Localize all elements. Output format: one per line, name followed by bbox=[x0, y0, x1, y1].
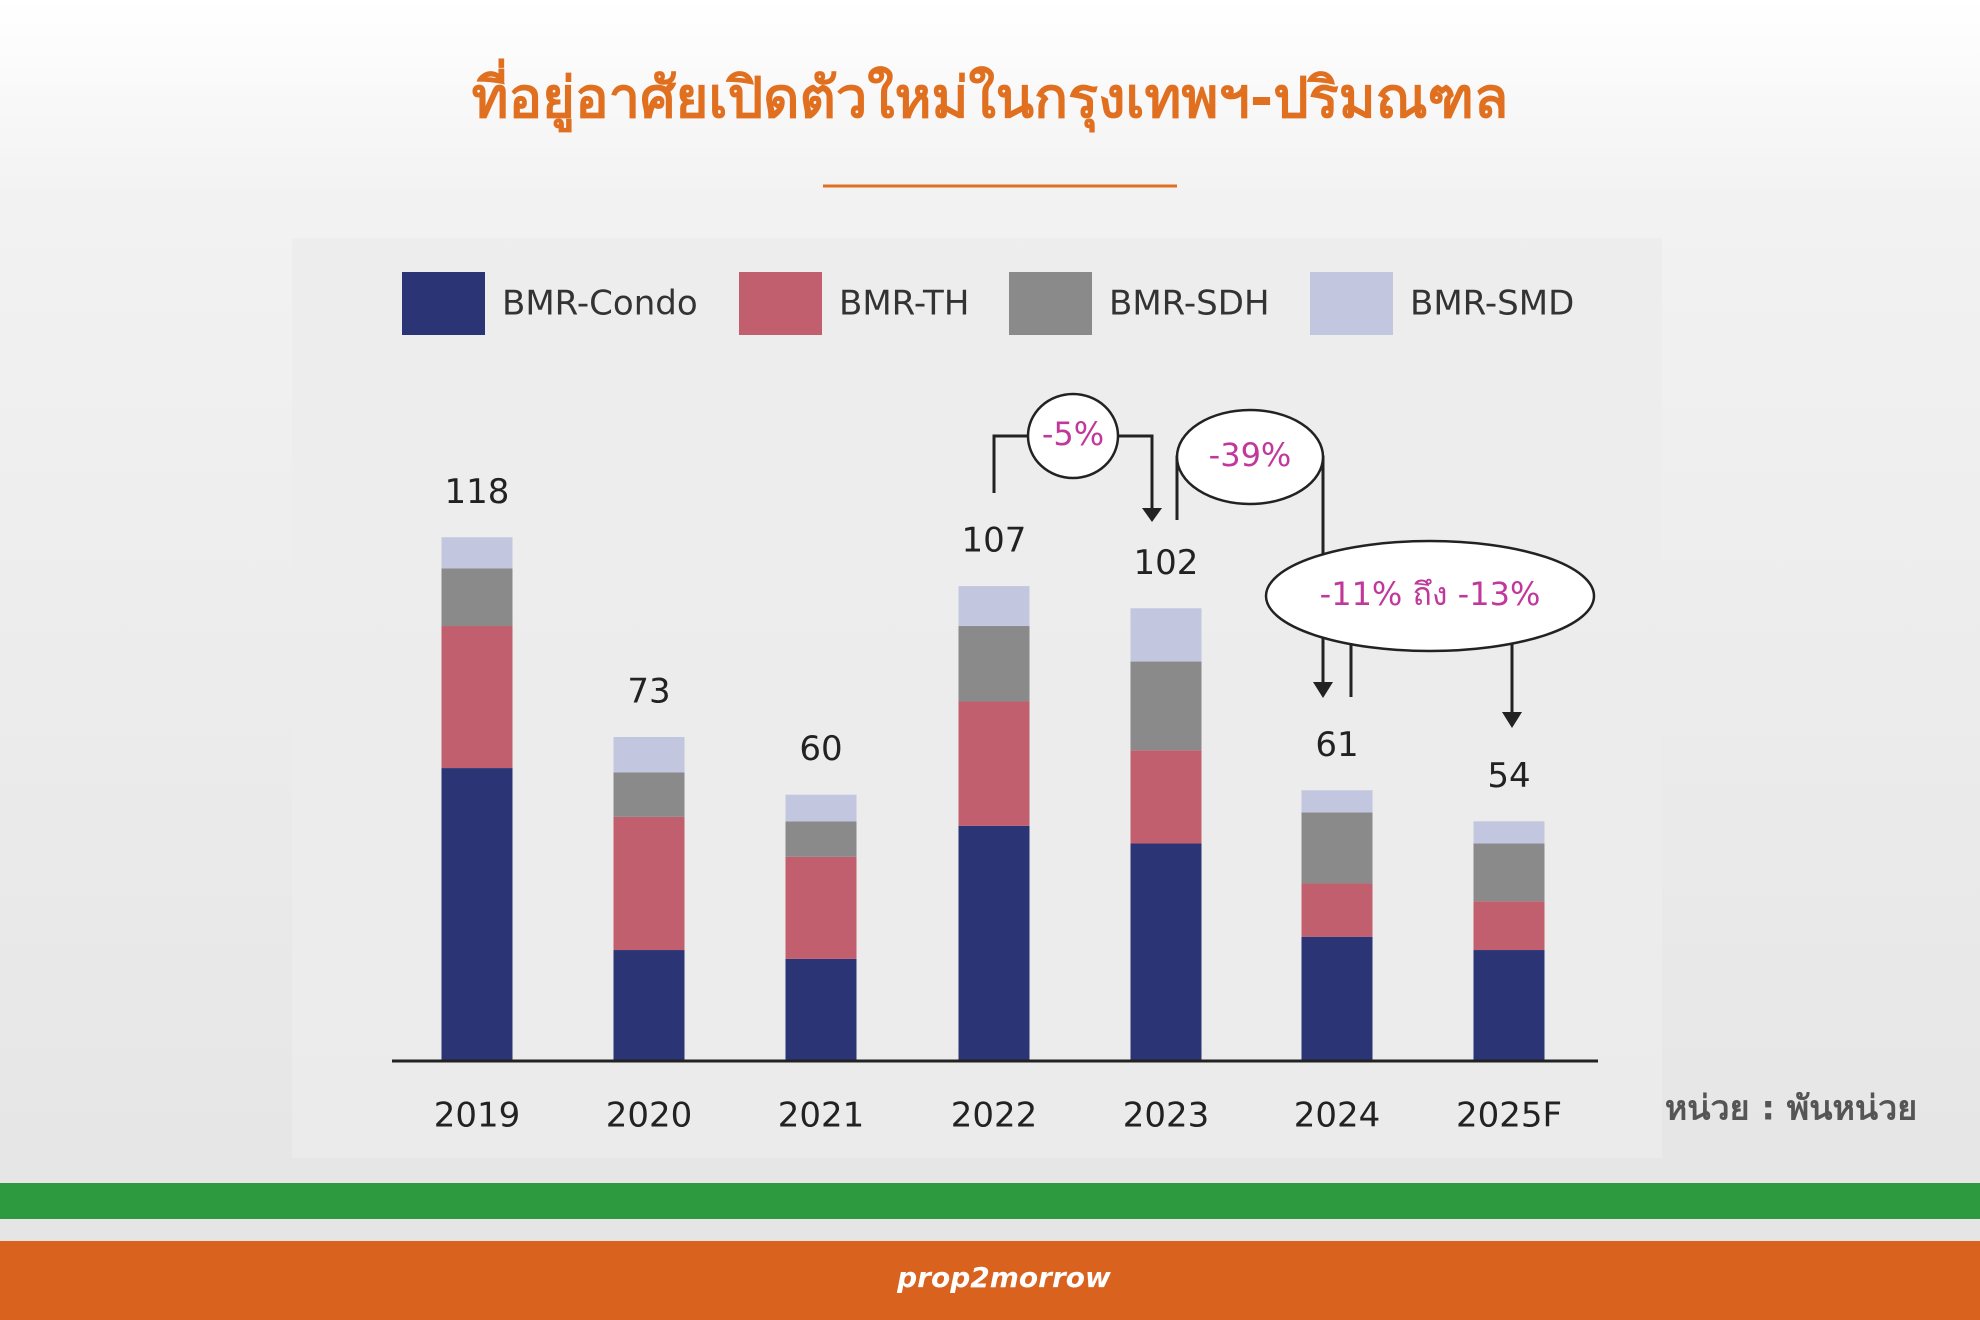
bar-segment bbox=[613, 772, 685, 817]
bar-segment bbox=[958, 825, 1030, 1061]
bar-segment bbox=[1301, 936, 1373, 1061]
total-label: 60 bbox=[799, 729, 842, 769]
bar-segment bbox=[613, 736, 685, 773]
bar-segment bbox=[1130, 750, 1202, 844]
bar-segment bbox=[958, 701, 1030, 826]
footer-green-band bbox=[0, 1183, 1980, 1219]
total-label: 107 bbox=[962, 521, 1027, 561]
bar-segment bbox=[441, 626, 513, 769]
bar-segment bbox=[1130, 661, 1202, 751]
legend-swatch bbox=[739, 272, 822, 335]
bar-segment bbox=[785, 821, 857, 857]
bar-segment bbox=[441, 537, 513, 569]
total-label: 61 bbox=[1315, 725, 1358, 765]
arrow-head bbox=[1502, 712, 1522, 728]
bar-segment bbox=[441, 768, 513, 1061]
unit-note: หน่วย : พันหน่วย bbox=[1665, 1089, 1917, 1129]
annotation-bubble bbox=[1264, 539, 1596, 653]
x-tick-label: 2023 bbox=[1123, 1096, 1210, 1136]
legend-swatch bbox=[1310, 272, 1393, 335]
bar-segment bbox=[1473, 901, 1545, 951]
bar-segment bbox=[1130, 843, 1202, 1061]
x-tick-label: 2019 bbox=[434, 1096, 521, 1136]
bar-segment bbox=[613, 950, 685, 1061]
bar-segment bbox=[1301, 812, 1373, 884]
bar-segment bbox=[1301, 790, 1373, 813]
annotation: -11% ถึง -13% bbox=[1320, 575, 1541, 613]
bar-segment bbox=[1301, 883, 1373, 937]
legend-label: BMR-SMD bbox=[1410, 284, 1574, 324]
arrow-head bbox=[1142, 508, 1162, 522]
legend-label: BMR-TH bbox=[839, 284, 969, 324]
legend-swatch bbox=[1009, 272, 1092, 335]
x-tick-label: 2022 bbox=[951, 1096, 1038, 1136]
total-label: 73 bbox=[627, 671, 670, 711]
bar-segment bbox=[1473, 843, 1545, 902]
x-tick-label: 2024 bbox=[1294, 1096, 1381, 1136]
annotation: -5% bbox=[1042, 415, 1104, 453]
bar-segment bbox=[1130, 608, 1202, 662]
x-tick-label: 2025F bbox=[1456, 1096, 1562, 1136]
chart-title: ที่อยู่อาศัยเปิดตัวใหม่ในกรุงเทพฯ-ปริมณฑ… bbox=[472, 58, 1509, 133]
legend-label: BMR-SDH bbox=[1109, 284, 1270, 324]
logo: prop2morrow bbox=[896, 1261, 1111, 1294]
bar-segment bbox=[785, 794, 857, 822]
bar-segment bbox=[1473, 821, 1545, 844]
total-label: 118 bbox=[445, 472, 510, 512]
annotation-bubble bbox=[1175, 408, 1325, 506]
bar-segment bbox=[958, 586, 1030, 627]
bar-segment bbox=[441, 568, 513, 627]
x-tick-label: 2020 bbox=[606, 1096, 693, 1136]
total-label: 54 bbox=[1487, 756, 1530, 796]
bar-segment bbox=[785, 856, 857, 959]
annotation: -39% bbox=[1209, 436, 1292, 474]
bar-segment bbox=[785, 958, 857, 1061]
footer-orange-band bbox=[0, 1241, 1980, 1320]
legend-label: BMR-Condo bbox=[502, 284, 698, 324]
total-label: 102 bbox=[1134, 543, 1199, 583]
legend-swatch bbox=[402, 272, 485, 335]
x-tick-label: 2021 bbox=[778, 1096, 865, 1136]
annotation-bubble bbox=[1026, 392, 1120, 480]
bar-segment bbox=[613, 816, 685, 951]
bar-segment bbox=[958, 626, 1030, 702]
arrow-head bbox=[1313, 682, 1333, 698]
bar-segment bbox=[1473, 950, 1545, 1061]
